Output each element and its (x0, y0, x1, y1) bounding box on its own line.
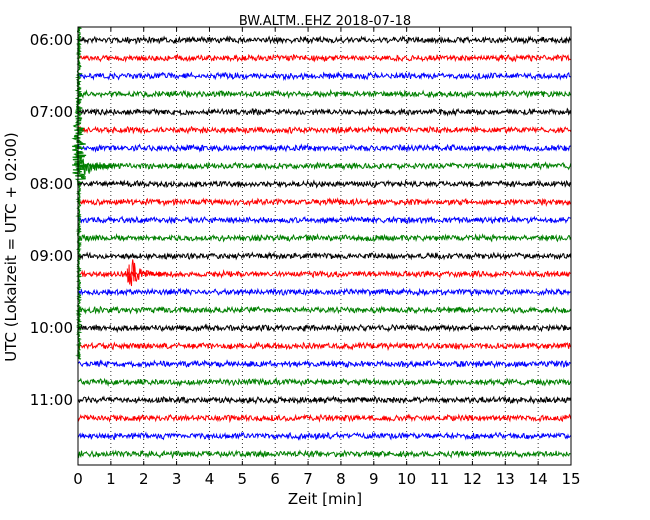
x-tick-label: 12 (463, 470, 482, 488)
trace-line (77, 233, 572, 243)
trace-line (77, 341, 572, 352)
x-tick-label: 9 (369, 470, 379, 488)
trace-line (77, 143, 572, 153)
trace-line (77, 251, 572, 261)
y-tick-label: 10:00 (30, 319, 73, 337)
trace-line (77, 287, 571, 297)
x-tick-label: 0 (73, 470, 83, 488)
y-tick-label: 08:00 (30, 175, 73, 193)
axis-ticks: 0 1 2 3 4 5 6 7 8 9 10 11 12 13 14 1506:0007:0008:0009:… (30, 27, 581, 488)
trace-line (77, 305, 572, 315)
x-tick-label: 8 (336, 470, 346, 488)
trace-line (77, 449, 571, 460)
y-tick-label: 11:00 (30, 391, 73, 409)
y-axis-label: UTC (Lokalzeit = UTC + 02:00) (2, 132, 20, 362)
x-tick-label: 14 (529, 470, 548, 488)
event-coda (79, 154, 118, 175)
x-tick-label: 13 (496, 470, 515, 488)
x-tick-label: 5 (238, 470, 248, 488)
x-tick-label: 6 (270, 470, 280, 488)
trace-line (77, 35, 572, 45)
trace-line (77, 179, 572, 189)
x-tick-label: 3 (172, 470, 182, 488)
trace-line (77, 215, 571, 225)
trace-line (77, 376, 572, 387)
x-axis-label: Zeit [min] (288, 490, 362, 508)
event-burst (126, 259, 164, 287)
y-tick-label: 07:00 (30, 103, 73, 121)
trace-line (77, 107, 572, 117)
x-tick-label: 1 (106, 470, 116, 488)
trace-line (77, 71, 571, 82)
x-tick-label: 4 (205, 470, 215, 488)
plot-frame (77, 26, 572, 466)
trace-line (77, 395, 572, 405)
trace-line (77, 323, 572, 334)
y-tick-label: 06:00 (30, 31, 73, 49)
trace-line (77, 359, 572, 369)
trace-line (77, 88, 572, 99)
trace-group (71, 26, 572, 460)
chart-title: BW.ALTM..EHZ 2018-07-18 (239, 14, 411, 29)
trace-line (77, 413, 572, 424)
x-tick-label: 11 (430, 470, 449, 488)
x-tick-label: 15 (561, 470, 580, 488)
trace-line (77, 53, 572, 63)
trace-line (77, 197, 572, 208)
y-tick-label: 09:00 (30, 247, 73, 265)
x-tick-label: 7 (303, 470, 313, 488)
trace-line (77, 269, 572, 280)
x-tick-label: 2 (139, 470, 149, 488)
trace-line (77, 161, 572, 171)
trace-line (77, 125, 572, 135)
x-tick-label: 10 (397, 470, 416, 488)
trace-line (77, 431, 572, 441)
